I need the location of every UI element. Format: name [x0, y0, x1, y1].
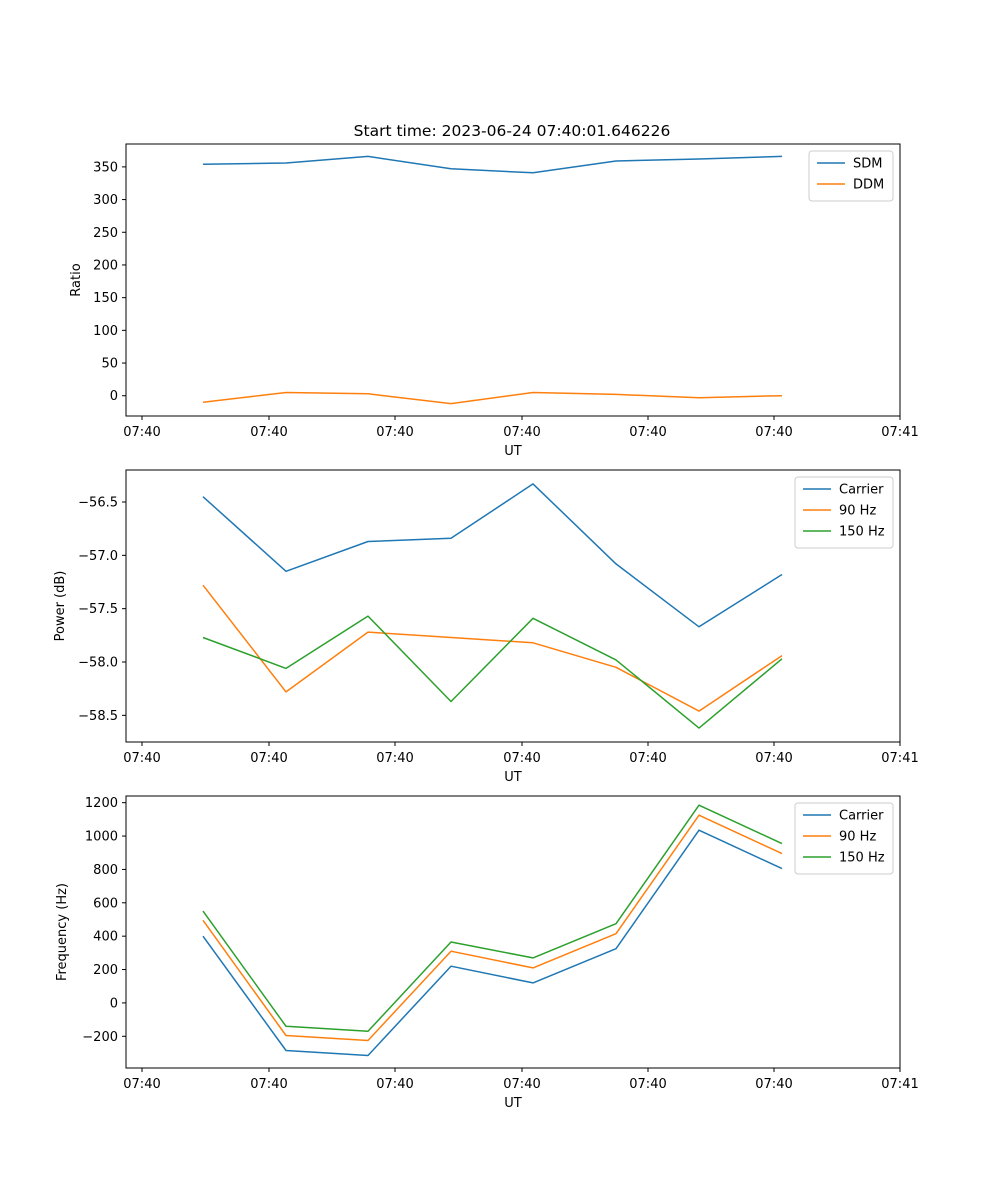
y-axis-label: Power (dB) [53, 571, 68, 642]
x-tick-label: 07:40 [123, 1077, 160, 1092]
series-line-sdm [202, 155, 783, 174]
y-tick-label: 400 [93, 930, 118, 945]
y-tick-label: 50 [101, 357, 118, 372]
legend-label: 90 Hz [839, 504, 876, 519]
y-tick-label: −58.0 [78, 656, 118, 671]
axes-frame [125, 795, 901, 1069]
x-tick-label: 07:40 [629, 1077, 666, 1092]
y-tick-label: 1000 [85, 830, 118, 845]
y-tick-label: −57.0 [78, 549, 118, 564]
legend: Carrier 90 Hz 150 Hz [794, 802, 894, 875]
y-tick-label: −200 [82, 1030, 118, 1045]
x-tick-label: 07:40 [629, 751, 666, 766]
x-axis-label: UT [504, 444, 522, 459]
series-line-carrier [202, 483, 783, 628]
legend: Carrier 90 Hz 150 Hz [794, 476, 894, 549]
x-tick-label: 07:40 [376, 751, 413, 766]
x-tick-label: 07:40 [755, 425, 792, 440]
axes-frame [125, 143, 901, 417]
y-tick-label: −56.5 [78, 496, 118, 511]
y-tick-label: −57.5 [78, 602, 118, 617]
y-axis-label: Frequency (Hz) [55, 883, 70, 981]
series-line-150-hz [202, 615, 783, 729]
figure-title: Start time: 2023-06-24 07:40:01.646226 [354, 122, 671, 140]
x-tick-label: 07:40 [376, 425, 413, 440]
y-tick-label: 800 [93, 863, 118, 878]
series-line-ddm [202, 391, 783, 405]
y-tick-label: 300 [93, 193, 118, 208]
legend-label: Carrier [839, 809, 884, 824]
y-tick-label: 600 [93, 896, 118, 911]
x-tick-label: 07:41 [881, 751, 918, 766]
y-tick-label: 100 [93, 324, 118, 339]
power-panel: 07:40 07:40 07:40 07:40 07:40 07:40 07:41 UT −58… [53, 469, 919, 785]
x-tick-label: 07:40 [123, 751, 160, 766]
x-tick-label: 07:40 [250, 1077, 287, 1092]
series-line-90-hz [202, 814, 783, 1042]
y-tick-label: 250 [93, 226, 118, 241]
series-line-carrier [202, 829, 783, 1057]
y-axis-label: Ratio [69, 263, 84, 296]
x-tick-label: 07:40 [376, 1077, 413, 1092]
y-tick-label: 150 [93, 291, 118, 306]
frequency-panel: 07:40 07:40 07:40 07:40 07:40 07:40 07:41 UT −20… [55, 795, 919, 1111]
y-tick-label: 350 [93, 160, 118, 175]
legend-label: Carrier [839, 483, 884, 498]
ratio-panel: 07:40 07:40 07:40 07:40 07:40 07:40 07:41 UT 0 50… [69, 143, 919, 459]
series-line-150-hz [202, 804, 783, 1033]
legend: SDM DDM [808, 150, 894, 202]
y-tick-label: 1200 [85, 796, 118, 811]
x-tick-label: 07:40 [503, 1077, 540, 1092]
y-tick-label: −58.5 [78, 709, 118, 724]
x-axis-label: UT [504, 1096, 522, 1111]
legend-label: 90 Hz [839, 830, 876, 845]
x-tick-label: 07:41 [881, 1077, 918, 1092]
x-tick-label: 07:40 [123, 425, 160, 440]
legend-label: 150 Hz [839, 851, 885, 866]
x-tick-label: 07:41 [881, 425, 918, 440]
x-tick-label: 07:40 [503, 751, 540, 766]
legend-label: DDM [853, 178, 884, 193]
x-tick-label: 07:40 [250, 751, 287, 766]
legend-label: SDM [853, 157, 882, 172]
y-tick-label: 0 [110, 389, 118, 404]
y-tick-label: 0 [110, 996, 118, 1011]
series-line-90-hz [202, 584, 783, 712]
x-axis-label: UT [504, 770, 522, 785]
x-tick-label: 07:40 [755, 751, 792, 766]
legend-label: 150 Hz [839, 525, 885, 540]
x-tick-label: 07:40 [755, 1077, 792, 1092]
axes-frame [125, 469, 901, 743]
x-tick-label: 07:40 [629, 425, 666, 440]
y-tick-label: 200 [93, 258, 118, 273]
x-tick-label: 07:40 [250, 425, 287, 440]
y-tick-label: 200 [93, 963, 118, 978]
x-tick-label: 07:40 [503, 425, 540, 440]
